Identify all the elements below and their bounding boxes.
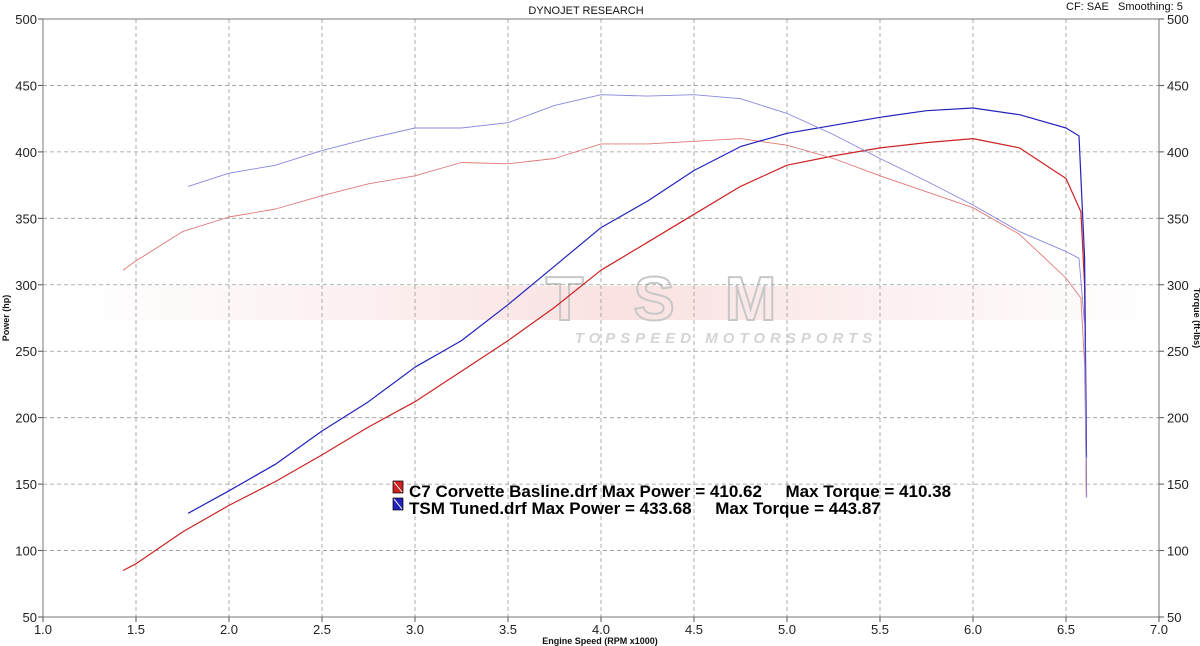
y-tick-label-left: 450 bbox=[15, 78, 37, 93]
smoothing-label: Smoothing: 5 bbox=[1118, 1, 1183, 13]
legend-label-baseline: C7 Corvette Basline.drf Max Power = 410.… bbox=[409, 482, 951, 501]
x-tick-label: 1.5 bbox=[127, 622, 145, 637]
x-tick-label: 2.0 bbox=[220, 622, 238, 637]
legend: C7 Corvette Basline.drf Max Power = 410.… bbox=[392, 480, 951, 518]
watermark-band bbox=[80, 286, 1160, 320]
y-axis-right: 50 100 150 200 250 300 350 400 450 500 bbox=[1159, 12, 1189, 625]
series-line-tuned-power bbox=[187, 107, 1088, 514]
x-tick-label: 6.5 bbox=[1057, 622, 1075, 637]
y-tick-label-right: 300 bbox=[1167, 278, 1189, 293]
y-tick-label-left: 300 bbox=[15, 278, 37, 293]
y-tick-label-left: 100 bbox=[15, 544, 37, 559]
y-tick-label-left: 250 bbox=[15, 344, 37, 359]
grid bbox=[43, 19, 1159, 617]
y-axis-title-right: Torque (ft-lbs) bbox=[1192, 288, 1200, 348]
legend-swatch-tuned-mark bbox=[393, 498, 403, 510]
y-axis-title-left: Power (hp) bbox=[1, 295, 11, 342]
cf-label: CF: SAE bbox=[1066, 1, 1109, 13]
series-line-tuned-torque bbox=[187, 94, 1087, 498]
y-tick-label-right: 100 bbox=[1167, 544, 1189, 559]
y-tick-label-right: 350 bbox=[1167, 211, 1189, 226]
x-tick-label: 7.0 bbox=[1150, 622, 1168, 637]
series-group bbox=[122, 94, 1088, 572]
y-tick-label-left: 350 bbox=[15, 211, 37, 226]
x-tick-label: 5.5 bbox=[871, 622, 889, 637]
series-line-baseline-power bbox=[122, 138, 1088, 572]
y-tick-label-left: 500 bbox=[15, 12, 37, 27]
watermark-tagline: TOPSPEED MOTORSPORTS bbox=[575, 330, 878, 347]
chart-title: DYNOJET RESEARCH bbox=[528, 5, 643, 17]
x-tick-label: 3.5 bbox=[499, 622, 517, 637]
y-tick-label-right: 450 bbox=[1167, 78, 1189, 93]
y-tick-label-right: 50 bbox=[1167, 610, 1181, 625]
y-tick-label-left: 200 bbox=[15, 411, 37, 426]
watermark-logo: TSM bbox=[546, 265, 827, 334]
x-tick-label: 3.0 bbox=[406, 622, 424, 637]
y-axis-left: 50 100 150 200 250 300 350 400 450 500 bbox=[15, 12, 43, 625]
series-line-baseline-torque bbox=[122, 138, 1087, 498]
x-tick-label: 4.0 bbox=[592, 622, 610, 637]
y-tick-label-right: 500 bbox=[1167, 12, 1189, 27]
x-tick-label: 2.5 bbox=[313, 622, 331, 637]
x-tick-label: 1.0 bbox=[34, 622, 52, 637]
x-tick-label: 5.0 bbox=[778, 622, 796, 637]
x-axis-title: Engine Speed (RPM x1000) bbox=[542, 636, 658, 646]
legend-swatch-baseline-mark bbox=[393, 481, 403, 493]
y-tick-label-right: 250 bbox=[1167, 344, 1189, 359]
x-tick-label: 4.5 bbox=[685, 622, 703, 637]
x-tick-label: 6.0 bbox=[964, 622, 982, 637]
y-tick-label-right: 400 bbox=[1167, 145, 1189, 160]
y-tick-label-left: 150 bbox=[15, 477, 37, 492]
y-tick-label-right: 200 bbox=[1167, 411, 1189, 426]
legend-label-tuned: TSM Tuned.drf Max Power = 433.68 Max Tor… bbox=[409, 499, 881, 518]
y-tick-label-left: 50 bbox=[23, 610, 37, 625]
y-tick-label-right: 150 bbox=[1167, 477, 1189, 492]
x-axis: 1.0 1.5 2.0 2.5 3.0 3.5 4.0 4.5 5.0 5.5 6.0 6.5 7.0 bbox=[34, 617, 1168, 637]
y-tick-label-left: 400 bbox=[15, 145, 37, 160]
